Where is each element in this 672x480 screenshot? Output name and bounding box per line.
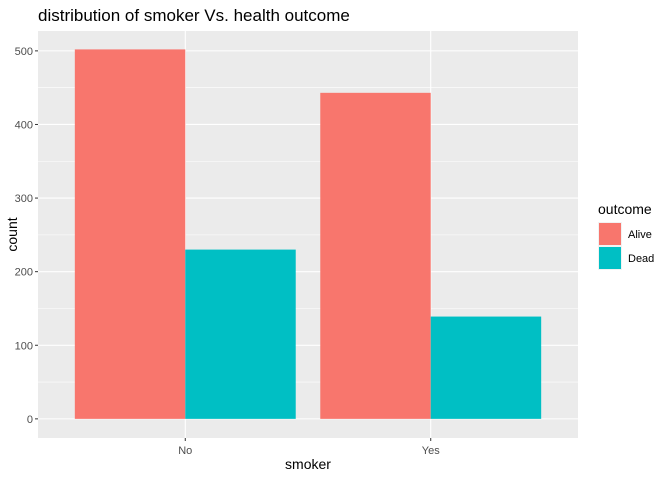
x-axis: No Yes [178, 438, 440, 457]
y-tick-label: 500 [15, 46, 33, 58]
bar-alive-yes [320, 92, 431, 419]
y-tick-label: 0 [27, 414, 33, 426]
legend-title: outcome [598, 201, 652, 217]
bar-dead-no [185, 249, 296, 419]
bar-dead-yes [430, 316, 542, 419]
legend-label: Dead [628, 253, 654, 265]
chart-title: distribution of smoker Vs. health outcom… [38, 6, 350, 25]
bars [74, 49, 542, 419]
legend-swatch-alive [599, 223, 621, 245]
y-axis: 0 100 200 300 400 500 [15, 46, 38, 426]
x-tick-label: No [178, 445, 192, 457]
y-tick-label: 400 [15, 119, 33, 131]
y-tick-label: 200 [15, 267, 33, 279]
y-tick-label: 100 [15, 340, 33, 352]
x-tick-label: Yes [422, 445, 440, 457]
x-axis-title: smoker [285, 456, 331, 472]
y-tick-label: 300 [15, 193, 33, 205]
legend-swatch-dead [599, 247, 621, 269]
y-axis-title: count [4, 217, 20, 251]
bar-alive-no [74, 49, 186, 419]
legend: outcome Alive Dead [598, 201, 654, 270]
legend-label: Alive [628, 229, 652, 241]
